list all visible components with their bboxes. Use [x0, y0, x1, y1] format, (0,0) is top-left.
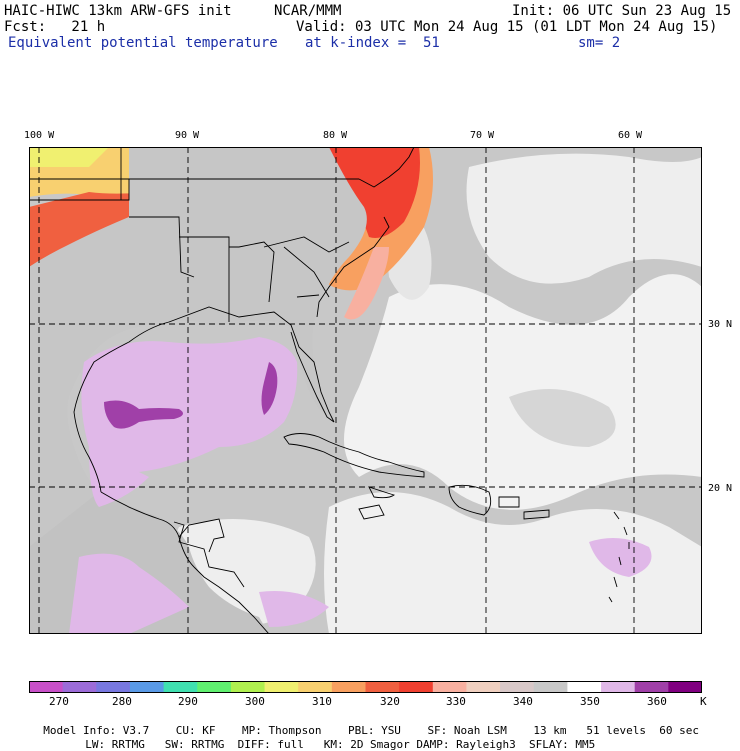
- microphysics-scheme: MP: Thompson: [241, 724, 322, 737]
- colorbar-cell: [62, 681, 97, 693]
- vertical-levels: 51 levels: [586, 724, 647, 737]
- colorbar-cell: [129, 681, 165, 693]
- colorbar-cell: [399, 681, 434, 693]
- colorbar-cell: [432, 681, 467, 693]
- colorbar-cell: [264, 681, 299, 693]
- surface-scheme: SF: Noah LSM: [427, 724, 507, 737]
- cbar-tick: 270: [49, 695, 69, 708]
- colorbar-cell: [668, 681, 702, 693]
- colorbar-cell: [197, 681, 232, 693]
- forecast-hour: Fcst: 21 h: [4, 19, 106, 35]
- lat-lon-grid: [29, 147, 702, 634]
- cbar-tick: 360: [647, 695, 667, 708]
- colorbar: [29, 681, 702, 693]
- cbar-tick: 310: [312, 695, 332, 708]
- valid-time: Valid: 03 UTC Mon 24 Aug 15 (01 LDT Mon …: [296, 19, 718, 35]
- lat-label-30n: 30 N: [708, 319, 733, 330]
- colorbar-cell: [634, 681, 669, 693]
- map-frame: [29, 147, 702, 634]
- cbar-tick: 330: [446, 695, 466, 708]
- cbar-unit: K: [700, 695, 707, 708]
- coastlines: [29, 147, 630, 634]
- colorbar-cell: [567, 681, 602, 693]
- cumulus-scheme: CU: KF: [175, 724, 216, 737]
- cbar-tick: 320: [380, 695, 400, 708]
- colorbar-cell: [298, 681, 333, 693]
- colorbar-cell: [96, 681, 131, 693]
- colorbar-frame: [29, 681, 702, 693]
- init-time: Init: 06 UTC Sun 23 Aug 15: [512, 3, 732, 19]
- colorbar-cell: [500, 681, 535, 693]
- model-version: Model Info: V3.7: [43, 724, 150, 737]
- colorbar-cell: [29, 681, 64, 693]
- colorbar-cells: [29, 681, 702, 693]
- time-step: 60 sec: [659, 724, 700, 737]
- theta-e-map: [29, 147, 702, 634]
- cbar-tick: 290: [178, 695, 198, 708]
- lon-label-80w: 80 W: [323, 130, 348, 141]
- colorbar-cell: [601, 681, 636, 693]
- lon-label-90w: 90 W: [175, 130, 200, 141]
- org-label: NCAR/MMM: [274, 3, 342, 19]
- grid-spacing: 13 km: [533, 724, 567, 737]
- model-title: HAIC-HIWC 13km ARW-GFS init: [4, 3, 232, 19]
- level-index: at k-index = 51: [305, 35, 440, 51]
- colorbar-cell: [331, 681, 366, 693]
- colorbar-cell: [533, 681, 568, 693]
- cbar-tick: 350: [580, 695, 600, 708]
- cbar-tick: 340: [513, 695, 533, 708]
- field-name: Equivalent potential temperature: [8, 35, 278, 51]
- lon-label-60w: 60 W: [618, 130, 643, 141]
- cbar-tick: 300: [245, 695, 265, 708]
- colorbar-cell: [230, 681, 266, 693]
- lat-label-20n: 20 N: [708, 483, 733, 494]
- colorbar-cell: [466, 681, 501, 693]
- pale-field: [164, 153, 702, 634]
- colorbar-cell: [365, 681, 400, 693]
- cbar-tick: 280: [112, 695, 132, 708]
- pbl-scheme: PBL: YSU: [347, 724, 401, 737]
- lon-label-100w: 100 W: [24, 130, 55, 141]
- colorbar-cell: [163, 681, 198, 693]
- lon-label-70w: 70 W: [470, 130, 495, 141]
- model-info-line1: Model Info: V3.7 CU: KF MP: Thompson PBL…: [30, 711, 699, 737]
- gulf-purple-field: [69, 337, 652, 634]
- smoothing: sm= 2: [578, 35, 621, 51]
- model-info-line2: LW: RRTMG SW: RRTMG DIFF: full KM: 2D Sm…: [72, 725, 595, 751]
